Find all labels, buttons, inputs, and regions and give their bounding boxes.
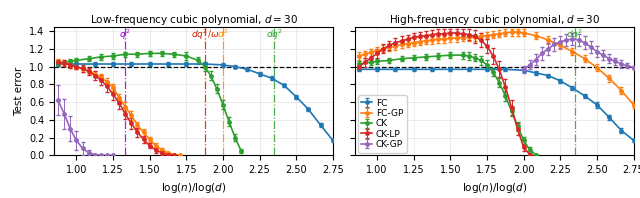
Text: $dq^2$: $dq^2$ [266, 28, 283, 42]
Y-axis label: Test error: Test error [13, 67, 24, 116]
Text: $dq^2/\omega$: $dq^2/\omega$ [191, 28, 220, 42]
X-axis label: $\log(n)/\log(d)$: $\log(n)/\log(d)$ [161, 181, 227, 195]
Text: $d^2$: $d^2$ [217, 28, 229, 40]
X-axis label: $\log(n)/\log(d)$: $\log(n)/\log(d)$ [461, 181, 527, 195]
Title: High-frequency cubic polynomial, $d = 30$: High-frequency cubic polynomial, $d = 30… [388, 13, 600, 27]
Title: Low-frequency cubic polynomial, $d = 30$: Low-frequency cubic polynomial, $d = 30$ [90, 13, 298, 27]
Text: $dq^2$: $dq^2$ [566, 28, 584, 42]
Text: $q^2$: $q^2$ [119, 28, 131, 42]
Legend: FC, FC-GP, CK, CK-LP, CK-GP: FC, FC-GP, CK, CK-LP, CK-GP [358, 95, 407, 153]
